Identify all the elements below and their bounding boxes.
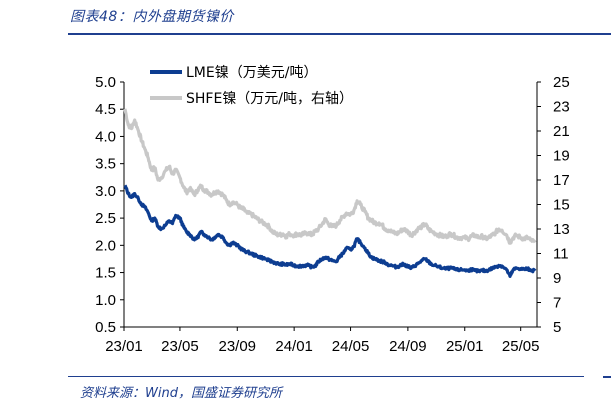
x-tick-label: 25/01 (446, 338, 484, 355)
x-tick-label: 24/05 (332, 338, 370, 355)
right-tick-label: 17 (553, 172, 570, 189)
top-rule (68, 33, 611, 35)
series-lme (123, 184, 537, 278)
figure-title: 图表48：内外盘期货镍价 (70, 9, 234, 25)
axes: 0.5 1.0 1.5 2.0 2.5 3.0 3.5 4.0 4.5 5.0 5 7 9 11 13 15 1… (95, 74, 570, 355)
left-tick-label: 4.0 (95, 128, 116, 145)
left-tick-label: 2.5 (95, 210, 116, 227)
right-tick-label: 13 (553, 221, 570, 238)
x-tick-label: 24/01 (275, 338, 313, 355)
left-tick-label: 5.0 (95, 74, 116, 91)
right-tick-label: 19 (553, 148, 570, 165)
bottom-rule-end (603, 376, 611, 378)
right-tick-label: 23 (553, 99, 570, 116)
right-tick-label: 11 (553, 246, 569, 263)
legend-label-shfe: SHFE镍（万元/吨，右轴） (186, 91, 353, 107)
source-note: 资料来源：Wind，国盛证券研究所 (80, 386, 282, 401)
x-tick-label: 24/09 (389, 338, 427, 355)
right-tick-label: 5 (553, 319, 561, 336)
left-tick-label: 4.5 (95, 101, 116, 118)
series-line-lme (123, 184, 537, 278)
x-tick-label: 23/09 (218, 338, 256, 355)
right-tick-label: 9 (553, 270, 561, 287)
right-tick-label: 25 (553, 74, 570, 91)
legend: LME镍（万美元/吨） SHFE镍（万元/吨，右轴） (150, 65, 353, 107)
x-tick-label: 23/05 (161, 338, 199, 355)
legend-label-lme: LME镍（万美元/吨） (186, 65, 317, 81)
series-line-shfe (123, 108, 537, 245)
right-tick-label: 7 (553, 295, 561, 312)
right-tick-label: 15 (553, 197, 570, 214)
left-tick-label: 3.0 (95, 183, 116, 200)
x-tick-label: 23/01 (105, 338, 143, 355)
left-tick-label: 3.5 (95, 156, 116, 173)
top-rule-end (603, 33, 611, 35)
series-shfe (123, 108, 537, 245)
left-tick-label: 1.5 (95, 265, 116, 282)
left-tick-label: 0.5 (95, 319, 116, 336)
x-tick-label: 25/05 (502, 338, 540, 355)
left-tick-label: 1.0 (95, 292, 116, 309)
left-tick-label: 2.0 (95, 237, 116, 254)
bottom-rule (68, 376, 584, 377)
right-tick-label: 21 (553, 123, 570, 140)
